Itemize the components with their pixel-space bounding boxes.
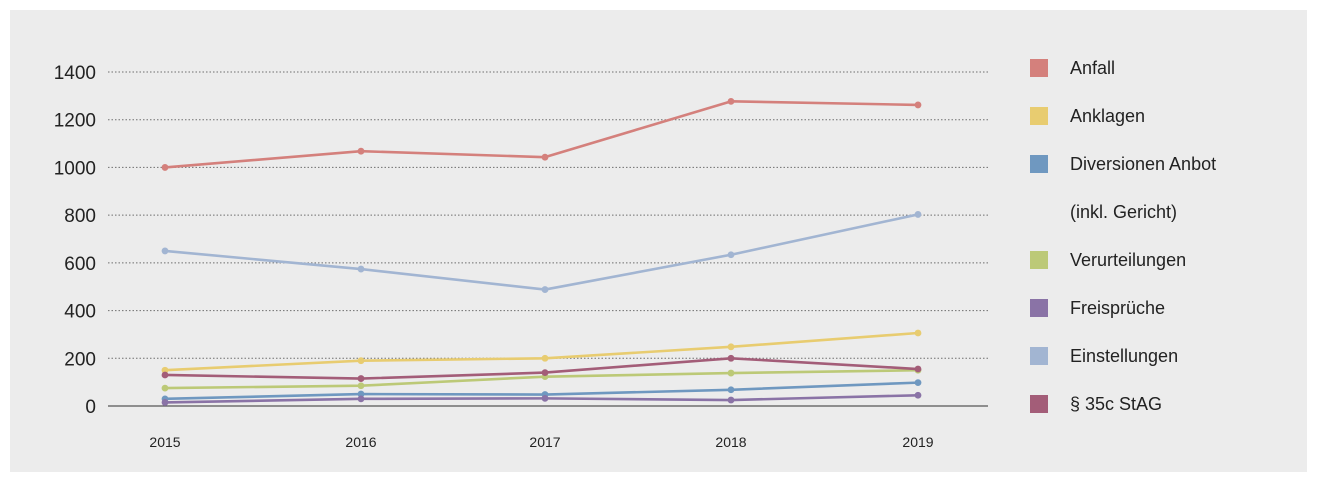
data-point [357,390,365,398]
legend-swatch [1030,299,1048,317]
x-tick-label: 2017 [529,434,560,450]
data-point [727,251,735,259]
legend-swatch [1030,251,1048,269]
legend-label: Diversionen Anbot [1070,154,1216,174]
data-point [161,366,169,374]
data-point [914,365,922,373]
x-tick-label: 2018 [715,434,746,450]
series-5 [161,211,922,293]
chart-panel [10,10,1307,472]
y-axis-ticks: 0 200 400 600 800 1000 1200 1400 [54,63,96,418]
series-line [164,331,919,372]
data-point [541,153,549,161]
y-tick-label: 200 [64,349,96,370]
data-point [357,357,365,365]
data-point [357,147,365,155]
legend-label: § 35c StAG [1070,394,1162,414]
legend-swatch [1030,107,1048,125]
series-1 [161,329,922,374]
series-lines [161,97,922,406]
legend-swatch [1030,59,1048,77]
x-axis-ticks: 2015 2016 2017 2018 2019 [149,434,933,450]
x-tick-label: 2015 [149,434,180,450]
data-point [161,371,169,379]
data-point [727,386,735,394]
series-0 [161,97,922,171]
x-tick-label: 2019 [902,434,933,450]
series-6 [161,354,922,382]
data-point [541,354,549,362]
y-tick-label: 400 [64,302,96,323]
data-point [541,286,549,293]
data-point [357,375,365,382]
gridlines [108,71,988,359]
data-point [727,354,735,362]
series-line [164,213,919,291]
y-tick-label: 600 [64,254,96,275]
legend-label: Anfall [1070,58,1115,78]
data-point [161,164,169,171]
y-tick-label: 1200 [54,111,96,132]
y-tick-label: 800 [64,206,96,227]
legend-swatch [1030,155,1048,173]
data-point [541,369,549,376]
data-point [914,379,922,387]
legend-swatch [1030,395,1048,413]
x-tick-label: 2016 [345,434,376,450]
legend-label-continued: (inkl. Gericht) [1070,202,1177,222]
data-point [727,343,735,351]
data-point [914,391,922,399]
data-point [357,382,365,390]
series-line [164,100,919,169]
data-point [914,101,922,109]
y-tick-label: 1000 [54,158,96,179]
data-point [914,211,922,218]
data-point [161,384,169,392]
legend: Anfall Anklagen Diversionen Anbot (inkl. Ge… [1030,58,1216,414]
data-point [357,395,365,403]
data-point [161,247,169,255]
data-point [161,399,169,406]
y-tick-label: 1400 [54,63,96,84]
legend-label: Anklagen [1070,106,1145,126]
data-point [727,396,735,404]
series-line [164,356,919,380]
data-point [727,97,735,105]
legend-label: Einstellungen [1070,346,1178,366]
series-4 [161,391,922,406]
data-point [357,265,365,273]
y-tick-label: 0 [85,397,96,418]
legend-label: Verurteilungen [1070,250,1186,270]
legend-label: Freisprüche [1070,298,1165,318]
data-point [914,329,922,337]
legend-swatch [1030,347,1048,365]
data-point [541,394,549,402]
series-line [164,381,919,401]
data-point [727,369,735,377]
